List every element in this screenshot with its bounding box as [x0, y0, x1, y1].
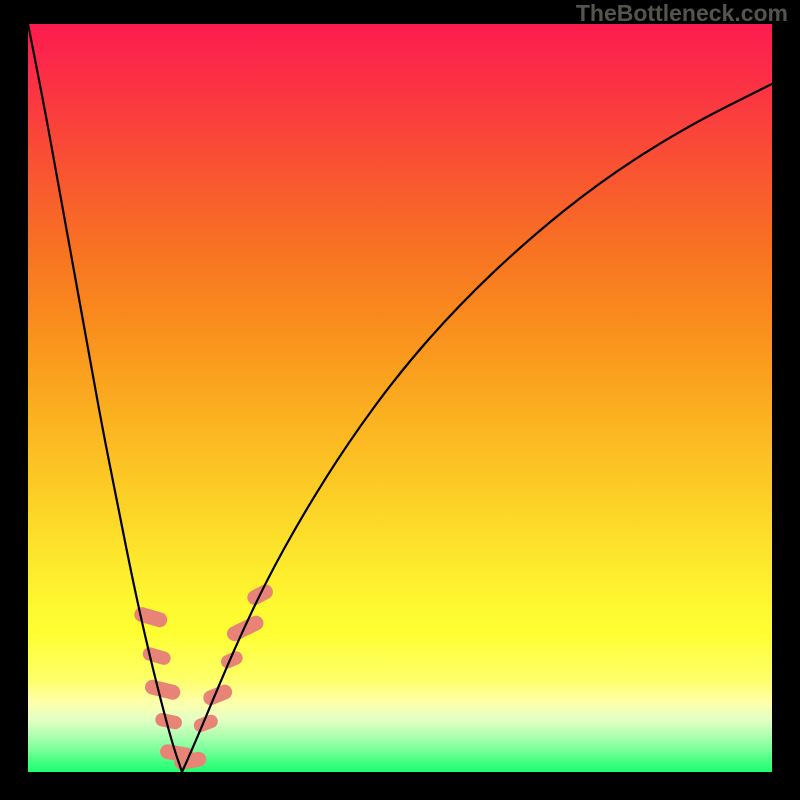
plot-svg: [28, 24, 772, 772]
gradient-background: [28, 24, 772, 772]
plot-area: [28, 24, 772, 772]
chart-container: TheBottleneck.com: [0, 0, 800, 800]
watermark-text: TheBottleneck.com: [576, 0, 788, 27]
